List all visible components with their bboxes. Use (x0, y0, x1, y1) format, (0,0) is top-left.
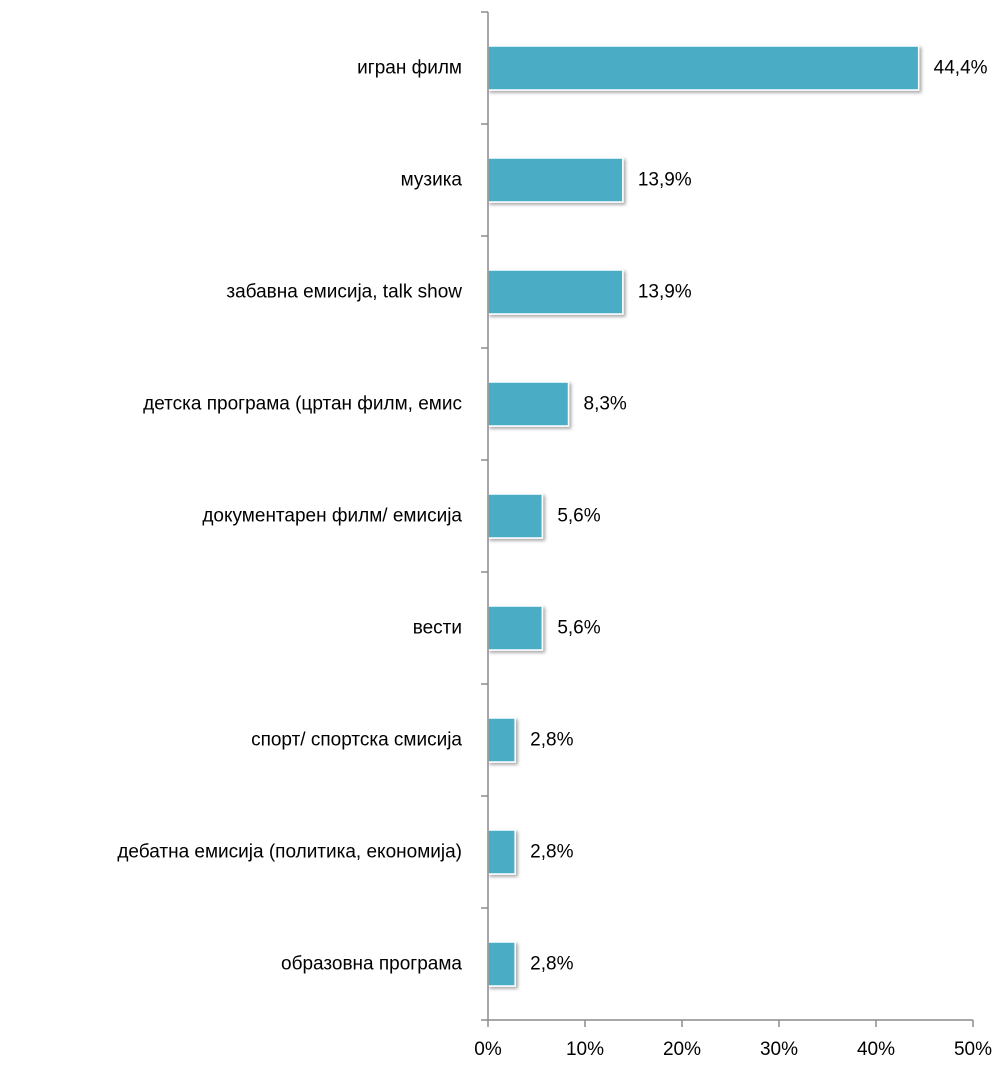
x-tick-label: 50% (954, 1039, 992, 1060)
category-label: спорт/ спортска смисија (251, 730, 462, 751)
bar (487, 381, 570, 427)
category-label: документарен филм/ емисија (202, 506, 462, 527)
axis-layer: 0% 10% 20% 30% 40% 50% (474, 11, 992, 1060)
bar (487, 829, 516, 875)
bar (487, 269, 624, 315)
data-label: 2,8% (530, 730, 573, 751)
labels-layer: игран филм 44,4% музика 13,9% забавна емисиј… (117, 58, 987, 975)
bar (487, 45, 920, 91)
category-label: музика (401, 170, 463, 191)
data-label: 13,9% (638, 170, 692, 191)
data-label: 44,4% (934, 58, 988, 79)
x-tick-label: 10% (566, 1039, 604, 1060)
x-tick-label: 20% (663, 1039, 701, 1060)
data-label: 5,6% (557, 618, 600, 639)
x-tick-label: 30% (760, 1039, 798, 1060)
data-label: 5,6% (557, 506, 600, 527)
data-label: 13,9% (638, 282, 692, 303)
data-label: 2,8% (530, 842, 573, 863)
bars-layer (487, 45, 920, 987)
category-label: игран филм (357, 58, 462, 79)
category-label: вести (413, 618, 462, 639)
category-label: образовна програма (281, 954, 462, 975)
x-tick-label: 40% (857, 1039, 895, 1060)
data-label: 2,8% (530, 954, 573, 975)
x-tick-label: 0% (474, 1039, 502, 1060)
category-label: детска програма (цртан филм, емис (143, 394, 462, 415)
bar (487, 605, 544, 651)
data-label: 8,3% (584, 394, 627, 415)
bar (487, 941, 516, 987)
bar (487, 717, 516, 763)
category-label: забавна емисија, talk show (226, 282, 462, 303)
bar (487, 493, 544, 539)
bar (487, 157, 624, 203)
category-label: дебатна емисија (политика, економија) (117, 842, 462, 863)
